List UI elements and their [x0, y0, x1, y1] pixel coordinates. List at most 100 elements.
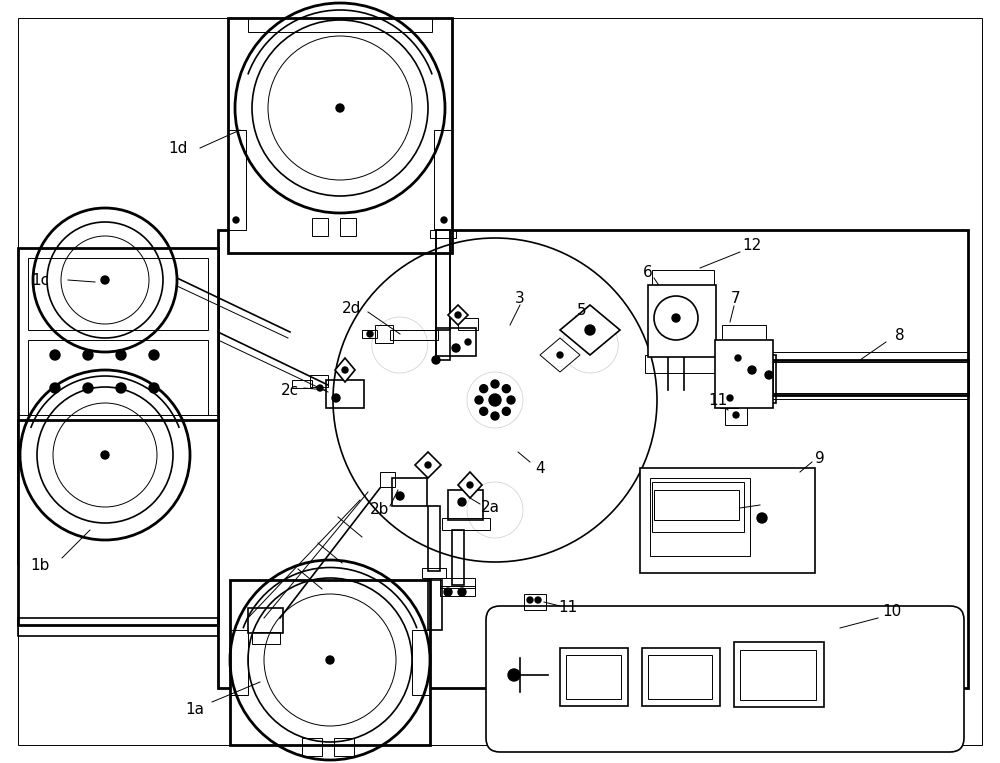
Circle shape	[748, 366, 756, 374]
Text: 1a: 1a	[186, 703, 205, 717]
Bar	[720, 390, 738, 408]
Circle shape	[733, 412, 739, 418]
Text: 9: 9	[815, 450, 825, 465]
Circle shape	[425, 462, 431, 468]
Text: 3: 3	[515, 291, 525, 305]
Text: 11: 11	[708, 392, 728, 407]
Circle shape	[502, 385, 510, 393]
Circle shape	[757, 513, 767, 523]
Circle shape	[101, 451, 109, 459]
Bar	[772, 360, 968, 395]
Bar	[524, 594, 546, 610]
Bar	[566, 655, 621, 699]
Text: 5: 5	[577, 302, 587, 317]
Bar	[230, 580, 430, 745]
Bar	[722, 325, 766, 343]
Bar	[452, 530, 464, 585]
Circle shape	[116, 383, 126, 393]
Bar	[458, 318, 478, 330]
Bar	[302, 738, 322, 756]
Bar	[434, 130, 452, 230]
Polygon shape	[448, 305, 468, 325]
Text: 1b: 1b	[30, 558, 50, 572]
Bar	[362, 330, 377, 338]
Bar	[228, 18, 452, 253]
Circle shape	[50, 383, 60, 393]
Bar	[392, 478, 427, 506]
Bar	[28, 340, 208, 415]
Circle shape	[101, 276, 109, 284]
Text: 2d: 2d	[342, 301, 362, 315]
Bar	[560, 648, 628, 706]
Text: 1d: 1d	[168, 140, 188, 156]
Circle shape	[458, 498, 466, 506]
Bar	[652, 270, 714, 288]
Circle shape	[508, 669, 520, 681]
Bar	[442, 518, 490, 530]
Bar	[248, 608, 283, 633]
Bar	[654, 490, 739, 520]
Bar	[436, 328, 476, 356]
Circle shape	[149, 350, 159, 360]
Bar	[428, 580, 442, 630]
Text: 7: 7	[731, 291, 741, 305]
Bar	[440, 586, 475, 596]
Circle shape	[233, 217, 239, 223]
Bar	[448, 490, 483, 520]
Bar	[762, 355, 776, 403]
Text: 4: 4	[535, 461, 545, 475]
Text: 2c: 2c	[281, 382, 299, 398]
Bar	[735, 380, 760, 402]
Circle shape	[432, 356, 440, 364]
Bar	[380, 472, 395, 487]
Bar	[430, 230, 456, 238]
Bar	[642, 648, 720, 706]
Circle shape	[83, 350, 93, 360]
Circle shape	[342, 367, 348, 373]
Circle shape	[654, 296, 698, 340]
Bar	[28, 258, 208, 330]
Circle shape	[507, 396, 515, 404]
Text: 2a: 2a	[481, 501, 500, 516]
Circle shape	[149, 383, 159, 393]
Circle shape	[50, 350, 60, 360]
FancyBboxPatch shape	[486, 606, 964, 752]
Circle shape	[585, 325, 595, 335]
Bar	[292, 380, 312, 388]
Bar	[428, 506, 440, 571]
Bar	[436, 230, 450, 360]
Circle shape	[465, 339, 471, 345]
Circle shape	[765, 371, 773, 379]
Text: 12: 12	[742, 237, 762, 253]
Circle shape	[116, 350, 126, 360]
Circle shape	[527, 597, 533, 603]
Circle shape	[727, 395, 733, 401]
Bar	[640, 468, 815, 573]
Circle shape	[475, 396, 483, 404]
Bar	[312, 218, 328, 236]
Bar	[648, 285, 716, 357]
Circle shape	[502, 407, 510, 415]
Circle shape	[332, 394, 340, 402]
Polygon shape	[540, 338, 580, 372]
Bar	[772, 352, 968, 362]
Bar	[734, 642, 824, 707]
Bar	[252, 632, 280, 644]
Bar	[18, 420, 218, 625]
Circle shape	[444, 588, 452, 596]
Polygon shape	[335, 358, 355, 382]
Bar	[440, 578, 475, 588]
Text: 1c: 1c	[31, 272, 49, 288]
Bar	[648, 655, 712, 699]
Circle shape	[452, 344, 460, 352]
Bar	[18, 618, 218, 636]
Circle shape	[672, 314, 680, 322]
Bar	[390, 330, 438, 340]
Circle shape	[83, 383, 93, 393]
Bar	[645, 355, 717, 373]
Bar	[740, 650, 816, 700]
Circle shape	[491, 412, 499, 420]
Text: 2b: 2b	[370, 503, 390, 517]
Bar	[650, 478, 750, 556]
Circle shape	[480, 407, 488, 415]
